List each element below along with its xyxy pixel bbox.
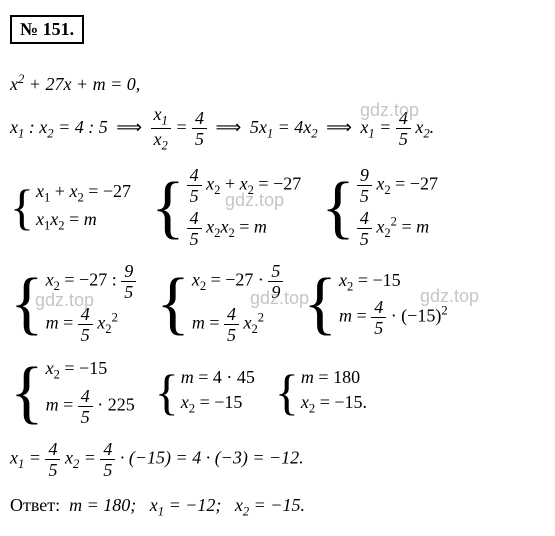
implies-arrow: ⟹: [116, 117, 142, 137]
system-4: { x2 = −27 : 95 m = 45 x22: [10, 262, 136, 344]
sys9-r1: m = 180: [301, 367, 367, 388]
frac-x1x2: x1x2: [151, 105, 171, 152]
ratio-text: x1 : x2 = 4 : 5: [10, 117, 108, 137]
system-8: { m = 4 · 45 x2 = −15: [155, 367, 255, 417]
answer-label: Ответ:: [10, 495, 60, 515]
equation: x2 + 27x + m = 0,: [10, 72, 545, 95]
sys8-r1: m = 4 · 45: [181, 367, 255, 388]
system-1: { x1 + x2 = −27 x1x2 = m: [10, 181, 131, 234]
answer: Ответ: m = 180; x1 = −12; x2 = −15.: [10, 495, 545, 520]
systems-row-3: { x2 = −15 m = 45 · 225 { m = 4 · 45 x2 …: [10, 358, 545, 426]
answer-x2: x2 = −15.: [226, 495, 305, 515]
answer-m: m = 180;: [65, 495, 137, 515]
sys7-r1: x2 = −15: [46, 358, 135, 383]
sys9-r2: x2 = −15.: [301, 392, 367, 417]
systems-row-1: { x1 + x2 = −27 x1x2 = m { 45 x2 + x2 = …: [10, 166, 545, 248]
sys4-r1: x2 = −27 : 95: [46, 262, 137, 301]
sys3-r2: 45 x22 = m: [357, 209, 438, 248]
systems-row-2: { x2 = −27 : 95 m = 45 x22 { x2 = −27 · …: [10, 262, 545, 344]
problem-number: № 151.: [10, 15, 84, 44]
ratio-line: x1 : x2 = 4 : 5 ⟹ x1x2 = 45 ⟹ 5x1 = 4x2 …: [10, 105, 545, 152]
sys1-r2: x1x2 = m: [36, 209, 131, 234]
system-9: { m = 180 x2 = −15.: [275, 367, 367, 417]
system-2: { 45 x2 + x2 = −27 45 x2x2 = m: [151, 166, 301, 248]
system-5: { x2 = −27 · 59 m = 45 x22: [156, 262, 283, 344]
sys4-r2: m = 45 x22: [46, 305, 137, 344]
implies-arrow: ⟹: [326, 117, 352, 137]
step3: x1 = 45 x2.: [360, 117, 434, 137]
x1-calc: x1 = 45 x2 = 45 · (−15) = 4 · (−3) = −12…: [10, 440, 545, 479]
system-6: { x2 = −15 m = 45 · (−15)2: [303, 270, 447, 338]
sys2-r1: 45 x2 + x2 = −27: [187, 166, 302, 205]
sys6-r2: m = 45 · (−15)2: [339, 298, 448, 337]
sys5-r2: m = 45 x22: [192, 305, 284, 344]
sys7-r2: m = 45 · 225: [46, 387, 135, 426]
system-3: { 95 x2 = −27 45 x22 = m: [321, 166, 438, 248]
sys2-r2: 45 x2x2 = m: [187, 209, 302, 248]
frac-45: 45: [192, 109, 207, 148]
sys6-r1: x2 = −15: [339, 270, 448, 295]
system-7: { x2 = −15 m = 45 · 225: [10, 358, 135, 426]
equation-text: x2 + 27x + m = 0,: [10, 74, 140, 94]
implies-arrow: ⟹: [216, 117, 242, 137]
sys8-r2: x2 = −15: [181, 392, 255, 417]
sys5-r1: x2 = −27 · 59: [192, 262, 284, 301]
sys1-r1: x1 + x2 = −27: [36, 181, 131, 206]
answer-x1: x1 = −12;: [141, 495, 222, 515]
sys3-r1: 95 x2 = −27: [357, 166, 438, 205]
step2: 5x1 = 4x2: [250, 117, 318, 137]
